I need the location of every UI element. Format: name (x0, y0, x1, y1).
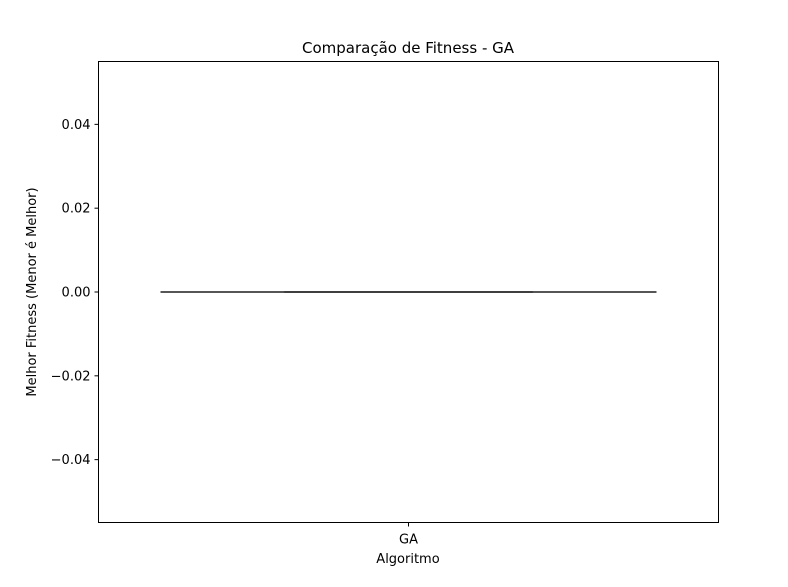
chart-title: Comparação de Fitness - GA (302, 39, 515, 57)
y-tick-label: 0.04 (62, 118, 91, 133)
y-tick-label: 0.02 (62, 202, 91, 217)
x-axis-label: Algoritmo (376, 552, 439, 567)
y-tick-label: −0.04 (51, 453, 91, 468)
y-axis-ticks: 0.04 0.02 0.00 −0.02 −0.04 (51, 118, 99, 468)
x-axis-ticks: GA (399, 522, 418, 548)
y-tick-label: −0.02 (51, 369, 91, 384)
x-tick-label: GA (399, 533, 418, 548)
y-tick-label: 0.00 (62, 286, 91, 301)
y-axis-label: Melhor Fitness (Menor é Melhor) (25, 187, 40, 396)
